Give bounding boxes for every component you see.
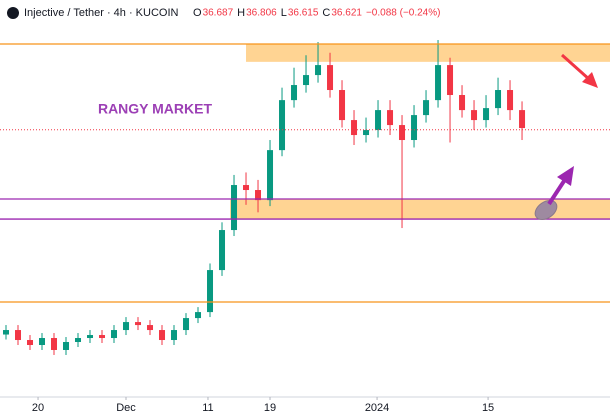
candle-body [39,338,46,346]
candle-body [435,65,442,101]
readout-value: 36.621 [331,8,362,19]
candle-body [291,85,298,101]
candle-body [471,110,478,121]
readout-value: 36.615 [288,8,319,19]
readout-label: O [193,7,202,19]
candle-body [171,330,178,341]
zones [230,44,610,220]
candle-body [495,90,502,109]
candle-body [399,125,406,141]
candle-body [51,338,58,350]
candle-body [123,322,130,331]
candles [3,40,526,355]
candle-body [375,110,382,131]
symbol-icon [7,7,19,19]
candle-body [87,335,94,339]
candle-body [207,270,214,313]
candle-body [75,338,82,343]
readout-value: 36.806 [246,8,277,19]
candle-body [63,342,70,350]
candle-body [483,108,490,121]
zone [246,44,610,62]
time-axis: 20 Dec 11 19 2024 15 [32,397,494,414]
candle-body [27,340,34,346]
readout-label: H [237,7,245,19]
candle-body [135,322,142,326]
touch-marker [534,199,558,221]
x-tick-label: 20 [32,402,44,414]
levels [0,43,610,303]
candle-body [255,190,262,201]
candle-body [159,330,166,341]
readout-change: −0.088 (−0.24%) [366,8,441,19]
candle-body [195,312,202,319]
x-tick-label: 15 [482,402,494,414]
candle-body [387,110,394,126]
candle-body [423,100,430,116]
candle-body [279,100,286,151]
x-tick-label: 19 [264,402,276,414]
candle-body [111,330,118,339]
candle-body [303,75,310,86]
candle-body [267,150,274,201]
x-tick-label: Dec [116,402,136,414]
candle-body [243,185,250,191]
readout-value: 36.687 [203,8,234,19]
candle-body [411,115,418,141]
candle-body [15,330,22,341]
x-tick-label: 11 [202,402,213,414]
candle-body [363,130,370,136]
arrow-up [547,166,574,206]
zone [230,198,610,220]
candle-body [183,318,190,331]
candle-body [99,335,106,339]
candle-body [351,120,358,136]
candle-body [447,65,454,96]
candle-body [519,110,526,129]
symbol-title: Injective / Tether · 4h · KUCOIN [24,7,179,19]
ohlc-readout: O 36.687 H 36.806 L 36.615 C 36.621 −0.088 (−0.2… [193,7,440,19]
readout-label: C [322,7,330,19]
candle-body [231,185,238,231]
candle-body [507,90,514,111]
candle-body [459,95,466,111]
x-tick-label: 2024 [365,402,389,414]
candle-body [3,330,10,335]
annotation: RANGY MARKET [98,101,213,117]
arrow-down [561,53,598,88]
candle-body [147,325,154,331]
candle-body [219,230,226,271]
candle-body [315,65,322,76]
candle-body [327,65,334,91]
readout-label: L [281,7,287,19]
candle-body [339,90,346,121]
